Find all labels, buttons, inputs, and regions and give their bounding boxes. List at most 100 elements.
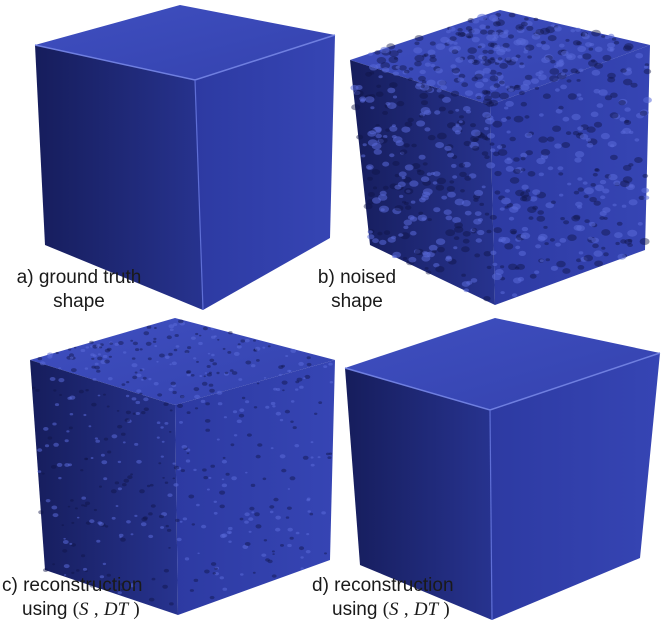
noise-bump xyxy=(504,189,510,193)
noise-bump xyxy=(414,54,425,62)
noise-bump xyxy=(506,203,514,208)
noise-bump xyxy=(464,90,474,96)
noise-bump xyxy=(514,84,520,89)
caption-c-open-paren: ( xyxy=(72,599,80,620)
noise-bump xyxy=(222,347,226,350)
noise-bump xyxy=(508,88,514,92)
noise-bump xyxy=(263,377,267,379)
noise-bump xyxy=(94,437,98,440)
noise-bump xyxy=(368,52,373,56)
noise-bump xyxy=(365,71,372,77)
noise-bump xyxy=(560,84,567,90)
noise-bump xyxy=(371,169,381,175)
noise-bump xyxy=(306,498,311,502)
noise-bump xyxy=(475,238,482,243)
noise-bump xyxy=(68,348,72,351)
noise-bump xyxy=(392,161,400,166)
noise-bump xyxy=(489,214,497,220)
noise-bump xyxy=(202,468,207,472)
noise-bump xyxy=(446,185,456,192)
noise-bump xyxy=(201,524,207,529)
noise-bump xyxy=(493,21,501,27)
noise-bump xyxy=(98,522,104,526)
noise-bump xyxy=(536,43,542,48)
noise-bump xyxy=(535,244,542,249)
noise-bump xyxy=(533,17,539,21)
noise-bump xyxy=(511,293,518,298)
noise-bump xyxy=(549,68,560,75)
noise-bump xyxy=(487,42,495,47)
noise-bump xyxy=(103,437,109,441)
noise-bump xyxy=(488,14,499,22)
noise-bump xyxy=(300,556,304,559)
noise-bump xyxy=(490,148,496,152)
noise-bump xyxy=(423,109,432,116)
noise-bump xyxy=(177,403,183,408)
noise-bump xyxy=(154,345,158,347)
noise-bump xyxy=(216,390,223,395)
noise-bump xyxy=(469,141,479,149)
noise-bump xyxy=(407,215,415,220)
noise-bump xyxy=(427,218,432,222)
noise-bump xyxy=(435,68,443,74)
noise-bump xyxy=(281,468,287,473)
noise-bump xyxy=(454,226,464,233)
noise-bump xyxy=(538,172,544,177)
noise-bump xyxy=(102,562,107,566)
noise-bump xyxy=(437,132,447,140)
noise-bump xyxy=(448,110,454,115)
noise-bump xyxy=(382,161,390,167)
noise-bump xyxy=(231,476,237,481)
noise-bump xyxy=(474,81,484,89)
noise-bump xyxy=(555,242,561,247)
noise-bump xyxy=(586,126,596,133)
noise-bump xyxy=(200,399,206,403)
noise-bump xyxy=(267,345,271,348)
noise-bump xyxy=(167,493,173,498)
noise-bump xyxy=(536,215,546,222)
noise-bump xyxy=(424,62,431,67)
noise-bump xyxy=(104,359,110,364)
noise-bump xyxy=(421,80,427,84)
noise-bump xyxy=(97,394,101,397)
noise-bump xyxy=(525,44,535,51)
noise-bump xyxy=(224,371,229,375)
noise-bump xyxy=(318,401,323,404)
noise-bump xyxy=(115,505,119,507)
noise-bump xyxy=(484,212,490,216)
noise-bump xyxy=(426,172,432,176)
noise-bump xyxy=(131,397,137,401)
noise-bump xyxy=(180,395,185,399)
noise-bump xyxy=(211,353,215,357)
noise-bump xyxy=(146,325,152,329)
noise-bump xyxy=(400,151,405,155)
noise-bump xyxy=(594,260,603,267)
noise-bump xyxy=(423,53,429,57)
noise-bump xyxy=(425,270,432,275)
noise-bump xyxy=(518,250,526,256)
noise-bump xyxy=(238,378,243,381)
noise-bump xyxy=(213,500,217,503)
noise-bump xyxy=(442,96,451,103)
noise-bump xyxy=(263,539,268,542)
noise-bump xyxy=(462,238,470,244)
noise-bump xyxy=(593,121,603,128)
noise-bump xyxy=(416,82,422,87)
noise-bump xyxy=(509,206,519,213)
noise-bump xyxy=(281,380,288,385)
noise-bump xyxy=(628,199,638,206)
noise-bump xyxy=(419,84,430,91)
noise-bump xyxy=(61,524,65,527)
noise-bump xyxy=(37,448,43,452)
noise-bump xyxy=(96,369,101,373)
noise-bump xyxy=(616,221,623,226)
noise-bump xyxy=(269,505,275,509)
noise-bump xyxy=(130,473,134,476)
noise-bump xyxy=(257,443,263,447)
noise-bump xyxy=(278,365,284,369)
noise-bump xyxy=(594,184,605,192)
noise-bump xyxy=(508,216,515,221)
noise-bump xyxy=(126,419,132,424)
noise-bump xyxy=(298,546,305,551)
noise-bump xyxy=(205,428,210,432)
